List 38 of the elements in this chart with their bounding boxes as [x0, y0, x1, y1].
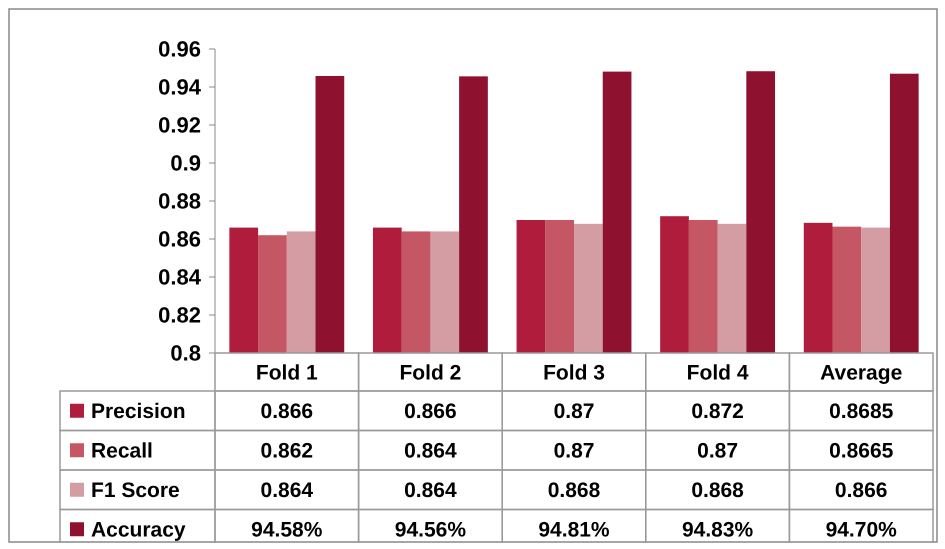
legend-label: Accuracy: [91, 518, 186, 542]
data-label: 0.868: [691, 479, 744, 502]
x-tick-label: Fold 4: [686, 361, 749, 384]
y-tick-label: 0.92: [158, 112, 201, 138]
x-tick-label: Fold 2: [399, 361, 462, 384]
y-tick-label: 0.9: [170, 150, 201, 176]
y-tick-label: 0.94: [158, 74, 202, 100]
data-label: 0.864: [404, 440, 457, 463]
data-label: 0.872: [691, 400, 744, 424]
legend-label: Precision: [91, 400, 186, 424]
y-tick-label: 0.84: [158, 264, 202, 290]
data-label: 0.866: [834, 479, 888, 502]
y-tick-label: 0.82: [158, 302, 201, 328]
legend-label: Recall: [91, 440, 153, 463]
data-label: 0.87: [697, 440, 738, 463]
data-label: 0.862: [260, 440, 314, 463]
data-label: 0.866: [260, 400, 314, 424]
data-label: 0.8685: [829, 400, 894, 424]
x-tick-label: Average: [820, 361, 902, 384]
data-label: 0.864: [404, 479, 457, 502]
data-label: 94.58%: [251, 518, 323, 542]
legend-label: F1 Score: [91, 479, 180, 502]
data-label: 0.8665: [829, 440, 894, 463]
data-label: 94.81%: [538, 518, 610, 542]
x-tick-label: Fold 1: [256, 361, 318, 384]
data-label: 0.866: [404, 400, 457, 424]
data-label: 0.864: [260, 479, 314, 502]
data-label: 0.87: [554, 440, 594, 463]
data-label: 0.87: [554, 400, 594, 424]
data-label: 94.56%: [394, 518, 466, 542]
y-tick-label: 0.86: [158, 226, 201, 252]
y-tick-label: 0.96: [158, 36, 201, 62]
data-label: 94.70%: [826, 518, 898, 542]
data-label: 94.83%: [682, 518, 754, 542]
x-tick-label: Fold 3: [543, 361, 605, 384]
y-tick-label: 0.88: [158, 188, 201, 214]
y-tick-label: 0.8: [170, 340, 201, 366]
data-label: 0.868: [548, 479, 601, 502]
